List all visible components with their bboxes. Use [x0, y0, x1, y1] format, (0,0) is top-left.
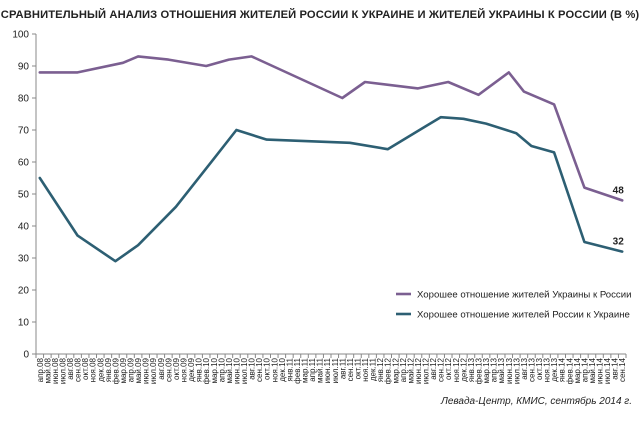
legend-label-2: Хорошее отношение жителей России к Украи…: [417, 310, 630, 321]
x-tick-label: июн.09: [142, 357, 151, 384]
x-tick-label: май.14: [588, 357, 597, 383]
x-tick-label: ноя.09: [180, 357, 189, 382]
x-tick-label: фев.13: [475, 357, 484, 384]
x-tick-label: июн.12: [414, 357, 423, 384]
x-tick-label: ноя.12: [452, 357, 461, 382]
x-tick-label: окт.09: [172, 357, 181, 379]
x-tick-label: июн.14: [596, 357, 605, 384]
x-tick-label: июл.08: [58, 357, 67, 384]
end-value-label-2: 32: [613, 237, 625, 248]
x-tick-label: фев.14: [565, 357, 574, 384]
legend-label-1: Хорошее отношение жителей Украины к Росс…: [417, 290, 631, 301]
x-tick-label: янв.11: [285, 357, 294, 381]
y-tick-label: 40: [18, 222, 30, 233]
x-tick-label: апр.12: [399, 357, 408, 382]
x-tick-label: май.12: [406, 357, 415, 383]
x-tick-label: авг.11: [338, 357, 347, 379]
y-tick-label: 30: [18, 254, 30, 265]
x-tick-label: апр.13: [490, 357, 499, 382]
x-tick-label: июл.12: [422, 357, 431, 384]
x-tick-label: янв.14: [558, 357, 567, 382]
x-tick-label: янв.13: [467, 357, 476, 382]
x-tick-label: янв.12: [376, 357, 385, 382]
x-tick-label: мар.13: [482, 357, 491, 383]
x-tick-label: дек.12: [459, 357, 468, 381]
x-tick-label: ноя.10: [270, 357, 279, 382]
x-tick-label: сен.10: [255, 357, 264, 382]
y-tick-label: 80: [18, 94, 30, 105]
x-tick-label: июл.09: [149, 357, 158, 384]
x-tick-label: ноя.13: [543, 357, 552, 382]
x-tick-label: дек.11: [369, 357, 378, 381]
x-tick-label: окт.11: [353, 357, 362, 379]
x-tick-label: сен.14: [618, 357, 627, 382]
x-tick-label: авг.10: [248, 357, 257, 379]
x-tick-label: фев.11: [293, 357, 302, 383]
y-tick-label: 20: [18, 286, 30, 297]
x-tick-label: май.08: [43, 357, 52, 383]
x-tick-label: мар.11: [301, 357, 310, 382]
y-tick-label: 0: [23, 350, 29, 361]
x-tick-label: ноя.11: [361, 357, 370, 381]
x-tick-label: окт.13: [535, 357, 544, 379]
x-tick-label: авг.13: [520, 357, 529, 379]
x-tick-label: апр.11: [308, 357, 317, 381]
y-tick-label: 90: [18, 62, 30, 73]
x-tick-label: сен.08: [74, 357, 83, 382]
x-tick-label: июн.08: [51, 357, 60, 384]
x-tick-label: фев.09: [111, 357, 120, 384]
x-tick-label: июл.14: [603, 357, 612, 384]
x-tick-label: апр.09: [127, 357, 136, 382]
x-tick-label: окт.10: [263, 357, 272, 379]
x-tick-label: янв.09: [104, 357, 113, 382]
x-tick-label: апр.14: [580, 357, 589, 382]
x-tick-label: сен.09: [164, 357, 173, 382]
x-tick-label: июн.13: [505, 357, 514, 384]
x-tick-label: июл.10: [240, 357, 249, 384]
y-tick-label: 50: [18, 190, 30, 201]
x-tick-label: июл.11: [331, 357, 340, 383]
x-tick-label: дек.08: [96, 357, 105, 381]
x-tick-label: мар.09: [119, 357, 128, 383]
x-tick-label: апр.08: [36, 357, 45, 382]
x-tick-label: дек.10: [278, 357, 287, 381]
x-tick-label: дек.09: [187, 357, 196, 381]
x-tick-label: май.13: [497, 357, 506, 383]
x-tick-label: авг.14: [611, 357, 620, 379]
x-tick-label: янв.10: [195, 357, 204, 382]
x-tick-label: ноя.08: [89, 357, 98, 382]
series-line-1: [38, 55, 624, 202]
x-tick-label: мар.10: [210, 357, 219, 383]
y-tick-label: 60: [18, 158, 30, 169]
x-tick-label: окт.08: [81, 357, 90, 379]
end-value-label-1: 48: [613, 185, 625, 196]
x-tick-label: сен.13: [527, 357, 536, 382]
x-tick-label: июл.13: [512, 357, 521, 384]
x-tick-label: авг.09: [157, 357, 166, 379]
chart-source-note: Левада-Центр, КМИС, сентябрь 2014 г.: [440, 396, 632, 407]
x-tick-label: фев.12: [384, 357, 393, 384]
x-tick-label: май.09: [134, 357, 143, 383]
x-tick-label: мар.12: [391, 357, 400, 383]
x-tick-label: мар.14: [573, 357, 582, 383]
x-tick-label: май.10: [225, 357, 234, 383]
y-tick-label: 100: [12, 30, 29, 41]
x-tick-label: июн.10: [232, 357, 241, 384]
x-tick-label: авг.08: [66, 357, 75, 379]
x-tick-label: фев.10: [202, 357, 211, 384]
y-tick-label: 10: [18, 318, 30, 329]
x-tick-label: окт.12: [444, 357, 453, 379]
x-tick-label: май.11: [316, 357, 325, 382]
x-tick-label: дек.13: [550, 357, 559, 381]
x-tick-label: июн.11: [323, 357, 332, 383]
y-tick-label: 70: [18, 126, 30, 137]
chart-title: СРАВНИТЕЛЬНЫЙ АНАЛИЗ ОТНОШЕНИЯ ЖИТЕЛЕЙ Р…: [0, 9, 640, 21]
series-line-2: [38, 115, 624, 263]
x-tick-label: сен.11: [346, 357, 355, 381]
x-tick-label: апр.10: [217, 357, 226, 382]
x-tick-label: авг.12: [429, 357, 438, 379]
x-tick-label: сен.12: [437, 357, 446, 382]
